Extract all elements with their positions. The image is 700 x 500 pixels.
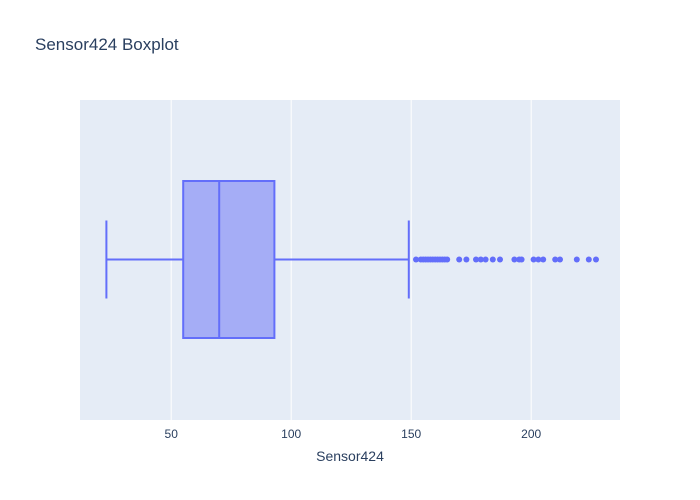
box-trace[interactable] bbox=[105, 180, 410, 339]
chart-title: Sensor424 Boxplot bbox=[35, 35, 179, 54]
interquartile-box[interactable] bbox=[182, 180, 276, 339]
outlier-point[interactable] bbox=[463, 256, 470, 263]
outlier-point[interactable] bbox=[497, 256, 503, 263]
x-axis-title: Sensor424 bbox=[316, 448, 384, 464]
outlier-point[interactable] bbox=[413, 256, 419, 263]
outlier-point[interactable] bbox=[511, 256, 518, 263]
outlier-point[interactable] bbox=[477, 256, 484, 263]
outlier-point[interactable] bbox=[518, 256, 525, 263]
outlier-point[interactable] bbox=[573, 256, 580, 263]
outlier-point[interactable] bbox=[530, 256, 537, 263]
outlier-point[interactable] bbox=[540, 256, 547, 263]
x-tick-label: 200 bbox=[521, 427, 541, 441]
outlier-point[interactable] bbox=[444, 256, 451, 263]
x-tick-label: 150 bbox=[401, 427, 421, 441]
x-tick-label: 50 bbox=[165, 427, 179, 441]
outlier-point[interactable] bbox=[585, 256, 592, 263]
outlier-points[interactable] bbox=[413, 256, 599, 263]
x-tick-label: 100 bbox=[281, 427, 301, 441]
outlier-point[interactable] bbox=[593, 256, 599, 263]
outlier-point[interactable] bbox=[489, 256, 496, 263]
outlier-point[interactable] bbox=[557, 256, 563, 263]
outlier-point[interactable] bbox=[535, 256, 542, 263]
x-axis-ticks: 50 100 150 200 bbox=[165, 427, 542, 441]
outlier-point[interactable] bbox=[473, 256, 479, 263]
outlier-point[interactable] bbox=[482, 256, 489, 263]
outlier-point[interactable] bbox=[552, 256, 559, 263]
outlier-point[interactable] bbox=[456, 256, 463, 263]
